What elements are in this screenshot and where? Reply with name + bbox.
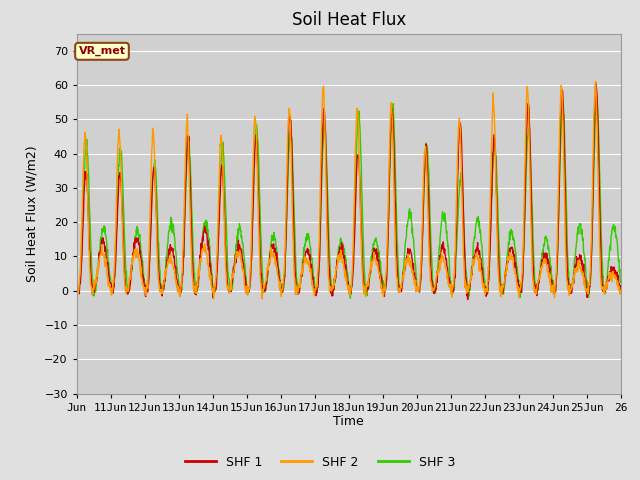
Title: Soil Heat Flux: Soil Heat Flux (292, 11, 406, 29)
SHF 3 (346, 295, 354, 301)
SHF 1 (611, 272, 618, 277)
SHF 2 (210, 296, 218, 302)
SHF 2 (617, 288, 625, 293)
SHF 3 (611, 229, 618, 235)
SHF 1 (335, 251, 342, 256)
SHF 1 (477, 262, 485, 267)
SHF 2 (335, 259, 342, 265)
SHF 2 (477, 268, 485, 274)
X-axis label: Time: Time (333, 415, 364, 429)
SHF 1 (324, 232, 332, 238)
SHF 2 (158, 289, 166, 295)
Line: SHF 2: SHF 2 (77, 82, 621, 299)
SHF 1 (158, 288, 166, 294)
SHF 3 (324, 205, 332, 211)
SHF 1 (73, 282, 81, 288)
SHF 2 (324, 273, 332, 279)
SHF 3 (593, 99, 601, 105)
SHF 3 (557, 136, 564, 142)
Text: VR_met: VR_met (79, 46, 125, 57)
SHF 1 (557, 109, 564, 115)
Line: SHF 1: SHF 1 (77, 83, 621, 300)
SHF 2 (557, 86, 564, 92)
SHF 3 (477, 239, 485, 244)
Y-axis label: Soil Heat Flux (W/m2): Soil Heat Flux (W/m2) (26, 145, 38, 282)
Legend: SHF 1, SHF 2, SHF 3: SHF 1, SHF 2, SHF 3 (180, 451, 460, 474)
SHF 3 (73, 284, 81, 289)
Line: SHF 3: SHF 3 (77, 102, 621, 298)
SHF 3 (158, 288, 166, 293)
SHF 2 (73, 289, 81, 295)
SHF 1 (464, 297, 472, 302)
SHF 3 (335, 246, 342, 252)
SHF 3 (617, 279, 625, 285)
SHF 2 (592, 79, 600, 84)
SHF 1 (617, 283, 625, 289)
SHF 2 (611, 272, 618, 278)
SHF 1 (592, 80, 600, 85)
